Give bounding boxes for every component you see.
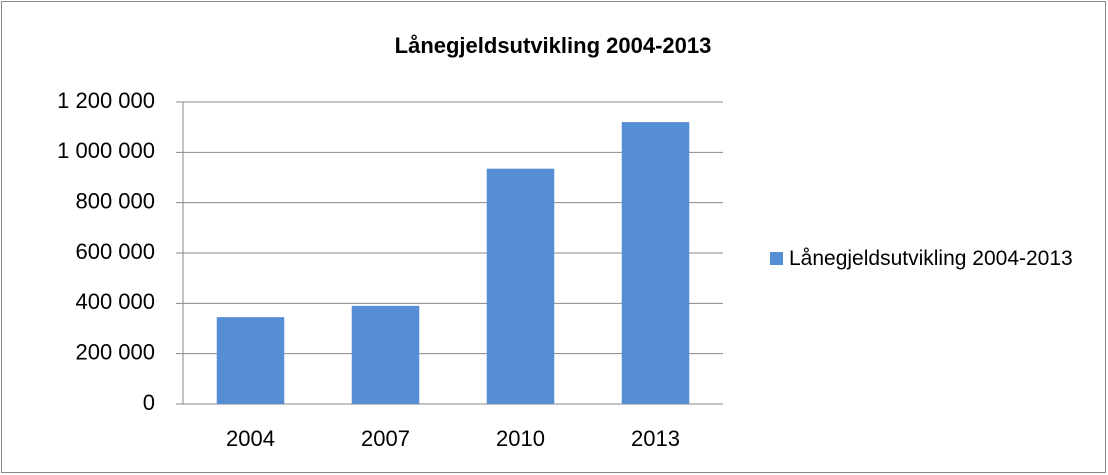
y-tick-label: 1 200 000 bbox=[57, 88, 155, 113]
legend-swatch bbox=[770, 252, 783, 265]
bar bbox=[216, 317, 285, 404]
bar bbox=[486, 168, 555, 404]
chart-title: Lånegjeldsutvikling 2004-2013 bbox=[395, 33, 712, 58]
y-tick-label: 0 bbox=[143, 390, 155, 415]
bar bbox=[621, 122, 690, 404]
y-tick-label: 1 000 000 bbox=[57, 138, 155, 163]
y-tick-label: 200 000 bbox=[75, 339, 155, 364]
legend-label: Lånegjeldsutvikling 2004-2013 bbox=[789, 247, 1073, 270]
y-tick-label: 800 000 bbox=[75, 188, 155, 213]
x-tick-label: 2007 bbox=[361, 426, 410, 451]
x-tick-label: 2013 bbox=[631, 426, 680, 451]
x-tick-label: 2004 bbox=[226, 426, 275, 451]
x-tick-label: 2010 bbox=[496, 426, 545, 451]
legend: Lånegjeldsutvikling 2004-2013 bbox=[770, 240, 1095, 277]
y-tick-label: 400 000 bbox=[75, 289, 155, 314]
y-tick-label: 600 000 bbox=[75, 239, 155, 264]
bar bbox=[351, 305, 420, 404]
